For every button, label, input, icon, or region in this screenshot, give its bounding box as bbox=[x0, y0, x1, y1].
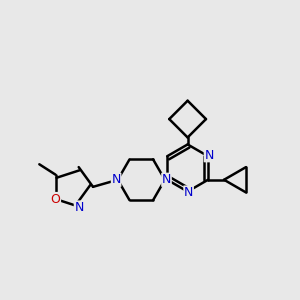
Text: N: N bbox=[162, 173, 171, 186]
Text: N: N bbox=[74, 201, 84, 214]
Text: N: N bbox=[204, 149, 214, 162]
Text: O: O bbox=[51, 193, 61, 206]
Text: N: N bbox=[111, 173, 121, 186]
Text: N: N bbox=[184, 186, 193, 199]
